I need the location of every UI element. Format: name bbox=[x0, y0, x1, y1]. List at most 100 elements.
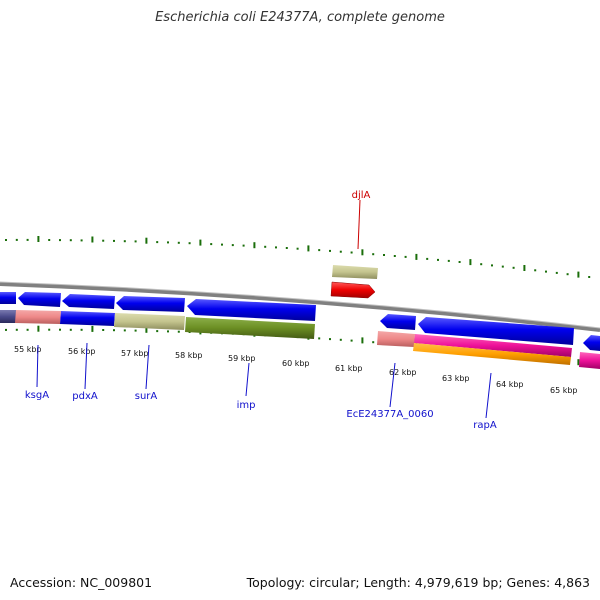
minor-tick bbox=[177, 330, 180, 333]
minor-tick bbox=[329, 249, 331, 252]
minor-tick bbox=[447, 259, 450, 262]
gene-arrow[interactable] bbox=[0, 292, 16, 304]
minor-tick bbox=[242, 244, 245, 247]
minor-tick bbox=[134, 329, 137, 332]
accession-text: Accession: NC_009801 bbox=[10, 575, 153, 590]
rapA-callout bbox=[485, 372, 492, 419]
reverse-category-row bbox=[0, 310, 600, 369]
gene-label-imp[interactable]: imp bbox=[237, 400, 256, 411]
imp-callout bbox=[245, 362, 250, 397]
minor-tick bbox=[512, 266, 515, 269]
minor-tick bbox=[339, 250, 342, 253]
forward-features bbox=[330, 265, 378, 299]
minor-tick bbox=[275, 246, 277, 249]
gene-label-EcE24377A_0060[interactable]: EcE24377A_0060 bbox=[346, 409, 433, 420]
tick-label: 56 kbp bbox=[68, 347, 96, 356]
minor-tick bbox=[69, 328, 72, 331]
major-tick bbox=[253, 242, 256, 249]
major-tick bbox=[199, 239, 202, 246]
minor-tick bbox=[156, 241, 159, 244]
minor-tick bbox=[404, 255, 407, 258]
genome-backbone bbox=[0, 282, 600, 332]
minor-tick bbox=[393, 255, 396, 257]
gene-pdxA-arrow[interactable] bbox=[62, 294, 115, 309]
tick-label: 64 kbp bbox=[496, 380, 524, 389]
minor-tick bbox=[350, 339, 353, 342]
minor-tick bbox=[26, 238, 29, 241]
minor-tick bbox=[210, 243, 213, 246]
gene-djlA-arrow[interactable] bbox=[330, 281, 376, 299]
ksgA-callout bbox=[36, 344, 39, 388]
minor-tick bbox=[545, 270, 547, 273]
map-title: Escherichia coli E24377A, complete genom… bbox=[155, 10, 445, 25]
minor-tick bbox=[426, 257, 429, 260]
tick-label: 61 kbp bbox=[335, 364, 363, 373]
surA-callout bbox=[145, 344, 150, 390]
minor-tick bbox=[588, 276, 591, 278]
major-tick bbox=[361, 337, 364, 344]
gene-EcE24377A_0060-arrow[interactable] bbox=[380, 314, 416, 330]
minor-tick bbox=[167, 241, 169, 244]
gene-label-surA[interactable]: surA bbox=[135, 391, 158, 402]
gene-label-ksgA[interactable]: ksgA bbox=[25, 390, 49, 401]
minor-tick bbox=[48, 328, 51, 331]
minor-tick bbox=[113, 329, 115, 332]
major-tick bbox=[307, 245, 310, 252]
minor-tick bbox=[80, 328, 83, 331]
minor-tick bbox=[534, 269, 537, 272]
gene-label-rapA[interactable]: rapA bbox=[473, 420, 497, 431]
minor-tick bbox=[156, 330, 159, 333]
outer-tick-ruler bbox=[5, 236, 591, 278]
minor-tick bbox=[5, 239, 7, 241]
tick-label: 55 kbp bbox=[14, 345, 42, 354]
reverse-cds-row bbox=[0, 292, 600, 351]
tick-label: 58 kbp bbox=[175, 351, 203, 360]
major-tick bbox=[37, 325, 40, 332]
major-tick bbox=[469, 259, 472, 266]
gene-ksgA-arrow[interactable] bbox=[18, 292, 61, 307]
minor-tick bbox=[555, 271, 558, 274]
minor-tick bbox=[48, 239, 51, 241]
minor-tick bbox=[123, 240, 126, 243]
gene-arrow[interactable] bbox=[583, 335, 600, 351]
major-tick bbox=[91, 325, 94, 332]
major-tick bbox=[91, 236, 94, 243]
gene-imp-arrow[interactable] bbox=[187, 299, 316, 321]
minor-tick bbox=[372, 341, 375, 344]
tick-label: 63 kbp bbox=[442, 374, 470, 383]
minor-tick bbox=[102, 239, 105, 242]
gene-callouts bbox=[36, 199, 492, 419]
djlA-callout bbox=[357, 199, 361, 250]
minor-tick bbox=[15, 328, 18, 331]
minor-tick bbox=[177, 241, 180, 244]
minor-tick bbox=[329, 338, 331, 341]
minor-tick bbox=[59, 239, 61, 242]
topology-summary: Topology: circular; Length: 4,979,619 bp… bbox=[246, 575, 590, 590]
minor-tick bbox=[221, 243, 223, 246]
minor-tick bbox=[491, 264, 493, 267]
minor-tick bbox=[480, 263, 483, 266]
minor-tick bbox=[102, 329, 105, 331]
minor-tick bbox=[285, 247, 288, 249]
gene-djlA-category-bar bbox=[332, 265, 378, 279]
gene-surA-arrow[interactable] bbox=[116, 296, 185, 312]
minor-tick bbox=[123, 329, 126, 332]
minor-tick bbox=[350, 251, 353, 254]
minor-tick bbox=[339, 338, 342, 341]
minor-tick bbox=[296, 247, 299, 250]
major-tick bbox=[145, 237, 148, 244]
minor-tick bbox=[372, 253, 375, 256]
minor-tick bbox=[566, 273, 569, 276]
minor-tick bbox=[59, 328, 61, 331]
pdxA-callout bbox=[84, 342, 88, 390]
minor-tick bbox=[383, 254, 385, 256]
minor-tick bbox=[318, 249, 321, 252]
minor-tick bbox=[458, 261, 461, 263]
gene-rapA-arrow[interactable] bbox=[418, 317, 574, 345]
minor-tick bbox=[437, 258, 439, 261]
minor-tick bbox=[69, 239, 72, 242]
gene-label-pdxA[interactable]: pdxA bbox=[72, 391, 98, 402]
minor-tick bbox=[26, 328, 29, 331]
gene-label-djlA[interactable]: djlA bbox=[352, 190, 371, 201]
minor-tick bbox=[167, 330, 169, 333]
